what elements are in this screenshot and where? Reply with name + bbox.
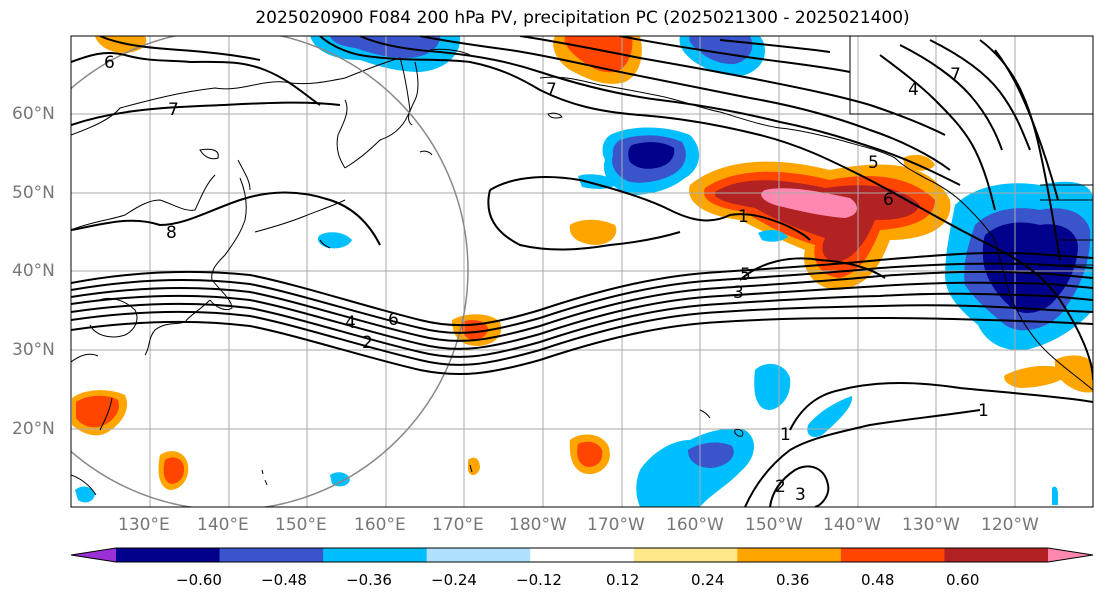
colorbar-outline <box>70 547 1094 563</box>
colorbar-tick-label: −0.36 <box>346 571 392 589</box>
lat-label-60n: 60°N <box>12 104 55 124</box>
lon-label-160e: 160°E <box>354 515 406 535</box>
colorbar-segment <box>426 548 531 562</box>
contour-label: 1 <box>738 207 749 227</box>
contour-label: 8 <box>166 223 177 243</box>
contour-label: 1 <box>978 401 989 421</box>
lat-label-30n: 30°N <box>12 340 55 360</box>
lat-label-20n: 20°N <box>12 419 55 439</box>
colorbar-extend-right <box>1048 548 1093 562</box>
contour-label: 1 <box>780 425 791 445</box>
colorbar-tick-label: 0.24 <box>691 571 725 589</box>
colorbar-segment <box>633 548 738 562</box>
colorbar-segments <box>70 547 1094 563</box>
contour-label: 6 <box>883 190 894 210</box>
colorbar-segment <box>944 548 1049 562</box>
lon-label-130w: 130°W <box>902 515 960 535</box>
contour-label: 4 <box>908 80 919 100</box>
colorbar-segment <box>530 548 635 562</box>
colorbar-tick-label: −0.24 <box>431 571 477 589</box>
coastlines <box>71 36 1093 496</box>
lon-label-140w: 140°W <box>823 515 881 535</box>
contour-label: 3 <box>795 485 806 505</box>
colorbar-tick-label: −0.12 <box>516 571 562 589</box>
colorbar-segment <box>323 548 428 562</box>
lon-label-150e: 150°E <box>275 515 327 535</box>
lon-label-130e: 130°E <box>118 515 170 535</box>
lat-label-40n: 40°N <box>12 261 55 281</box>
map-frame <box>70 35 1094 508</box>
lon-label-180w: 180°W <box>509 515 567 535</box>
contour-label: 7 <box>546 80 557 100</box>
contour-label: 4 <box>345 313 356 333</box>
colorbar-tick-label: 0.48 <box>861 571 895 589</box>
colorbar-tick-label: −0.60 <box>176 571 222 589</box>
contour-label: 3 <box>733 283 744 303</box>
colorbar-tick-label: 0.36 <box>776 571 810 589</box>
lon-label-150w: 150°W <box>745 515 803 535</box>
contour-label: 5 <box>740 265 751 285</box>
lon-label-170e: 170°E <box>432 515 484 535</box>
pv-contours <box>71 36 1093 507</box>
lon-label-140e: 140°E <box>197 515 249 535</box>
contour-label: 7 <box>168 100 179 120</box>
colorbar-segment <box>737 548 842 562</box>
lon-label-170w: 170°W <box>587 515 645 535</box>
map-title: 2025020900 F084 200 hPa PV, precipitatio… <box>255 8 910 28</box>
colorbar-tick-label: 0.12 <box>606 571 640 589</box>
contour-label: 5 <box>868 153 879 173</box>
contour-label: 2 <box>362 333 373 353</box>
lon-label-120w: 120°W <box>981 515 1039 535</box>
colorbar-tick-label: 0.60 <box>946 571 980 589</box>
contour-label: 2 <box>775 477 786 497</box>
colorbar-segment <box>840 548 945 562</box>
contour-label: 6 <box>104 53 115 73</box>
lon-label-160w: 160°W <box>666 515 724 535</box>
contour-labels: 6 7 8 7 7 4 5 6 1 4 6 2 5 3 1 1 2 3 <box>104 53 989 505</box>
colorbar-segment <box>219 548 324 562</box>
colorbar-extend-left <box>71 548 116 562</box>
colorbar-tick-label: −0.48 <box>261 571 307 589</box>
contour-label: 7 <box>950 65 961 85</box>
radius-circle <box>71 36 469 507</box>
contour-label: 6 <box>388 310 399 330</box>
lat-label-50n: 50°N <box>12 183 55 203</box>
colorbar-segment <box>116 548 221 562</box>
